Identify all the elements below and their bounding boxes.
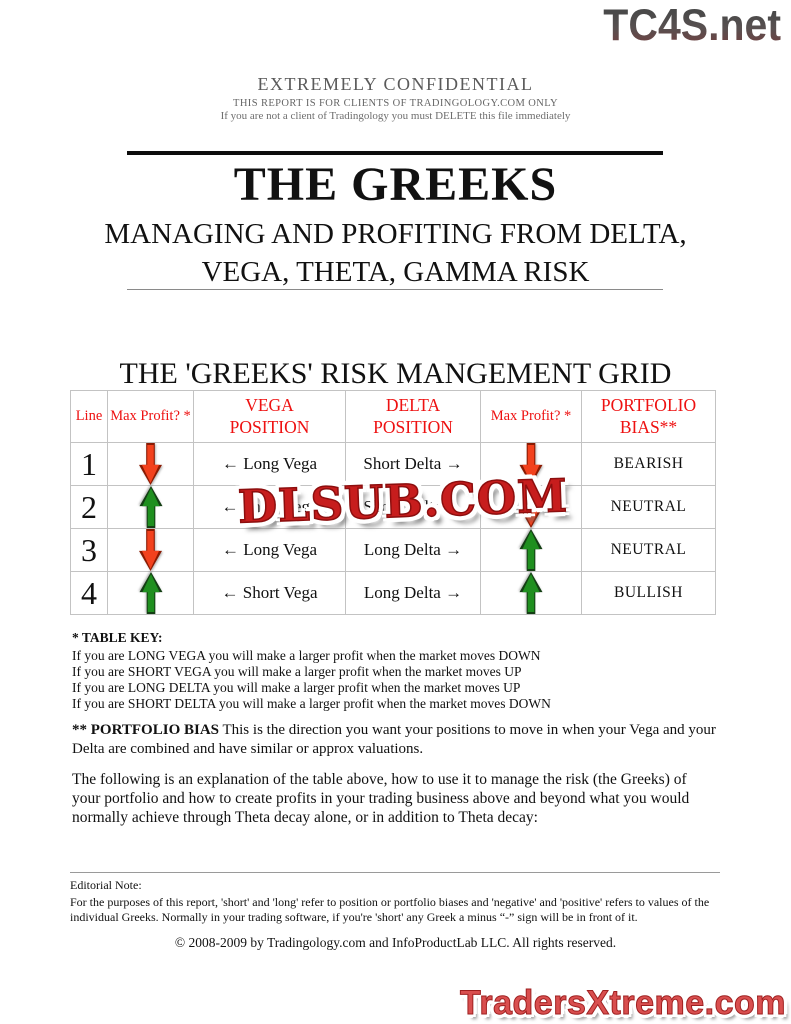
col-header-delta-position: DELTA POSITION bbox=[345, 390, 481, 443]
portfolio-bias-cell: BEARISH bbox=[581, 442, 716, 486]
profit-arrow-icon bbox=[519, 529, 543, 571]
explanation-paragraph: The following is an explanation of the t… bbox=[72, 771, 690, 827]
table-row: 4 ← Short Vega Long Delta → BULLISH bbox=[70, 571, 716, 615]
col-header-max-profit-1: Max Profit? * bbox=[107, 390, 194, 443]
delta-position-cell: Long Delta → bbox=[345, 528, 481, 572]
table-row: 1 ← Long Vega Short Delta → BEARISH bbox=[70, 442, 716, 486]
greeks-risk-grid-table: Line Max Profit? * VEGA POSITION DELTA P… bbox=[70, 390, 716, 615]
profit-arrow-icon bbox=[139, 572, 163, 614]
line-number: 1 bbox=[70, 442, 108, 486]
title-bottom-rule bbox=[127, 289, 663, 290]
table-key: * TABLE KEY: If you are LONG VEGA you wi… bbox=[72, 630, 722, 712]
portfolio-bias-text: This is the direction you want your posi… bbox=[72, 722, 716, 757]
portfolio-bias-cell: NEUTRAL bbox=[581, 528, 716, 572]
line-number: 4 bbox=[70, 571, 108, 615]
line-number: 2 bbox=[70, 485, 108, 529]
col-header-line: Line bbox=[70, 390, 108, 443]
page-title: THE GREEKS bbox=[233, 158, 558, 211]
vega-position-cell: ← Long Vega bbox=[193, 528, 346, 572]
portfolio-bias-cell: BULLISH bbox=[581, 571, 716, 615]
table-key-line: If you are SHORT VEGA you will make a la… bbox=[72, 663, 522, 679]
delta-position-cell: Short Delta → bbox=[345, 442, 481, 486]
page-subtitle: MANAGING AND PROFITING FROM DELTA, VEGA,… bbox=[0, 215, 791, 292]
table-header-row: Line Max Profit? * VEGA POSITION DELTA P… bbox=[70, 390, 716, 443]
profit-arrow-icon bbox=[139, 529, 163, 571]
editorial-text: For the purposes of this report, 'short'… bbox=[70, 894, 710, 924]
delta-position-cell: Long Delta → bbox=[345, 571, 481, 615]
portfolio-bias-cell: NEUTRAL bbox=[581, 485, 716, 529]
subtitle-line-2: VEGA, THETA, GAMMA RISK bbox=[201, 256, 590, 289]
editorial-note: Editorial Note: For the purposes of this… bbox=[70, 878, 728, 924]
vega-position-cell: ← Short Vega bbox=[193, 571, 346, 615]
col-header-portfolio-bias: PORTFOLIO BIAS** bbox=[581, 390, 716, 443]
editorial-rule bbox=[70, 872, 720, 873]
col-header-max-profit-2: Max Profit? * bbox=[480, 390, 582, 443]
portfolio-bias-note: ** PORTFOLIO BIAS This is the direction … bbox=[72, 721, 720, 759]
confidential-subline: THIS REPORT IS FOR CLIENTS OF TRADINGOLO… bbox=[233, 98, 558, 109]
table-key-line: If you are LONG DELTA you will make a la… bbox=[72, 679, 521, 695]
confidential-heading: EXTREMELY CONFIDENTIAL bbox=[257, 74, 534, 94]
line-number: 3 bbox=[70, 528, 108, 572]
confidential-warning: If you are not a client of Tradingology … bbox=[220, 110, 571, 122]
subtitle-line-1: MANAGING AND PROFITING FROM DELTA, bbox=[104, 218, 687, 250]
table-key-line: If you are SHORT DELTA you will make a l… bbox=[72, 695, 551, 711]
tradersxtreme-logo: TradersXtreme.com bbox=[460, 984, 787, 1023]
table-row: 3 ← Long Vega Long Delta → NEUTRAL bbox=[70, 528, 716, 572]
dlsub-watermark: DLSUB.COM bbox=[236, 468, 569, 534]
table-key-line: If you are LONG VEGA you will make a lar… bbox=[72, 647, 541, 663]
editorial-heading: Editorial Note: bbox=[70, 878, 142, 892]
vega-position-cell: ← Long Vega bbox=[193, 442, 346, 486]
title-top-rule bbox=[127, 151, 663, 155]
profit-arrow-icon bbox=[139, 443, 163, 485]
profit-arrow-icon bbox=[519, 572, 543, 614]
profit-arrow-icon bbox=[139, 486, 163, 528]
portfolio-bias-lead: ** PORTFOLIO BIAS bbox=[72, 722, 219, 738]
col-header-vega-position: VEGA POSITION bbox=[193, 390, 346, 443]
tc4s-logo: TC4S.net bbox=[603, 0, 781, 50]
table-key-heading: * TABLE KEY: bbox=[72, 630, 163, 645]
copyright-line: © 2008-2009 by Tradingology.com and Info… bbox=[174, 935, 617, 950]
grid-heading: THE 'GREEKS' RISK MANGEMENT GRID bbox=[119, 357, 672, 390]
confidential-notice: EXTREMELY CONFIDENTIAL THIS REPORT IS FO… bbox=[0, 74, 791, 122]
